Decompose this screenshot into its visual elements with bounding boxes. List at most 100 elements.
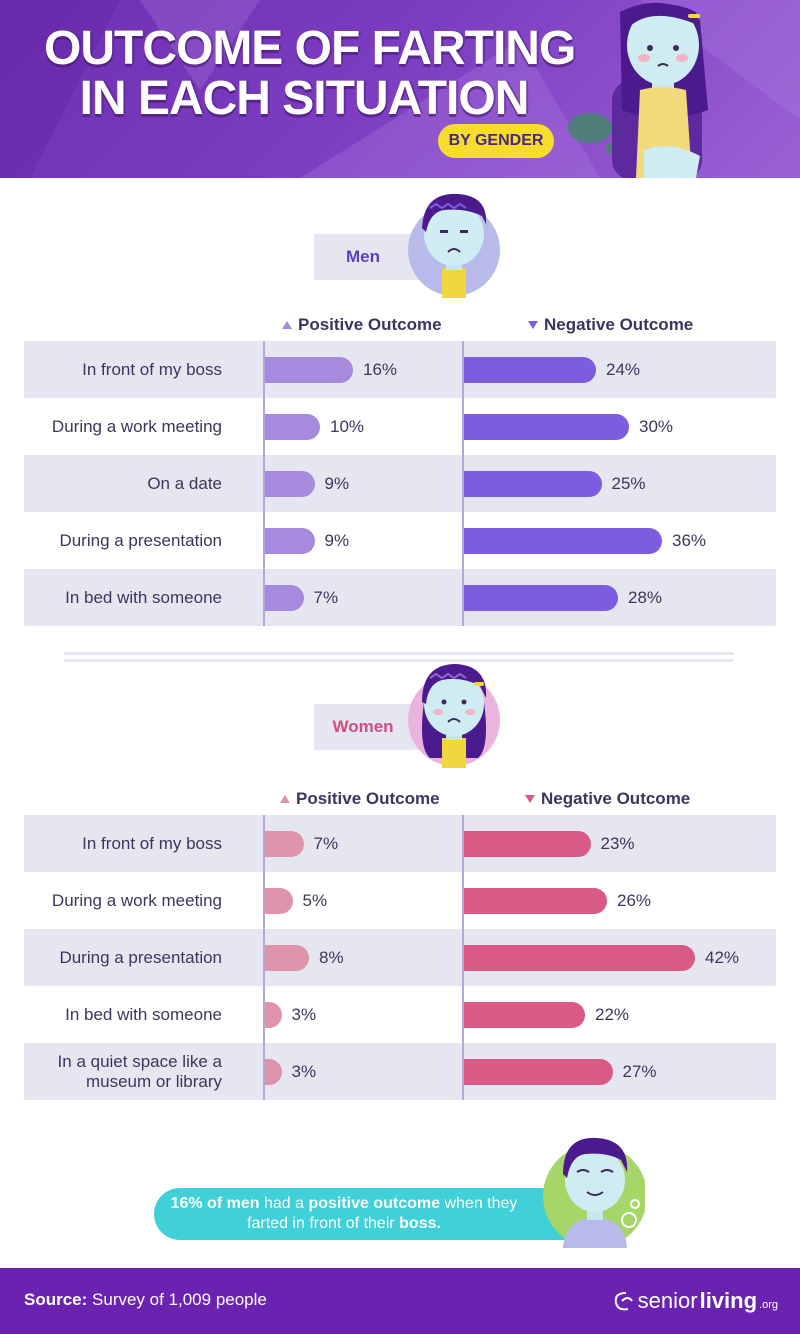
table-row: During a work meeting 5% 26%	[24, 872, 776, 929]
brand-senior: senior	[637, 1288, 698, 1313]
row-label: During a work meeting	[51, 416, 222, 436]
triangle-up-icon	[282, 321, 292, 329]
row-label: In bed with someone	[65, 587, 222, 607]
negative-bar	[464, 945, 695, 971]
positive-bar	[265, 528, 315, 554]
positive-bar	[265, 831, 304, 857]
table-row: In a quiet space like a museum or librar…	[24, 1043, 776, 1100]
positive-bar	[265, 585, 304, 611]
negative-value-label: 25%	[611, 474, 646, 493]
triangle-up-icon	[280, 795, 290, 803]
row-label: In a quiet space like a museum or librar…	[57, 1051, 222, 1091]
logo-mark-icon	[614, 1292, 633, 1311]
positive-value-label: 7%	[313, 834, 339, 853]
positive-value-label: 9%	[324, 474, 350, 493]
page-title: OUTCOME OF FARTING IN EACH SITUATION	[44, 22, 576, 125]
positive-bar	[265, 414, 320, 440]
women-legend-negative: Negative Outcome	[525, 789, 690, 809]
title-line-1: OUTCOME OF FARTING	[44, 22, 576, 75]
insight-callout: 16% of men had a positive outcome when t…	[154, 1188, 594, 1240]
callout-end: .	[436, 1215, 441, 1232]
women-section-label: Women	[314, 704, 424, 750]
section-divider	[64, 652, 734, 662]
men-legend-positive: Positive Outcome	[282, 315, 442, 335]
footer: Source: Survey of 1,009 people senior liv…	[0, 1268, 800, 1334]
callout-text: 16% of men had a positive outcome when t…	[154, 1194, 534, 1234]
callout-t1: had a	[259, 1195, 309, 1212]
negative-bar	[464, 471, 602, 497]
positive-value-label: 16%	[363, 360, 398, 379]
negative-bar	[464, 414, 629, 440]
callout-boss: boss	[399, 1215, 437, 1232]
brand-org: .org	[759, 1299, 778, 1311]
callout-emph: positive outcome	[308, 1195, 441, 1212]
positive-bar	[265, 1059, 282, 1085]
positive-value-label: 8%	[319, 948, 344, 967]
women-label-text: Women	[332, 717, 394, 736]
negative-value-label: 28%	[628, 588, 663, 607]
table-row: During a presentation 8% 42%	[24, 929, 776, 986]
negative-bar	[464, 1059, 613, 1085]
row-label: In front of my boss	[82, 833, 222, 853]
source-note: Source: Survey of 1,009 people	[24, 1290, 267, 1310]
positive-value-label: 3%	[291, 1005, 317, 1024]
triangle-down-icon	[528, 321, 538, 329]
negative-bar	[464, 1002, 585, 1028]
header-banner: OUTCOME OF FARTING IN EACH SITUATION BY …	[0, 0, 800, 178]
row-label: In bed with someone	[65, 1004, 222, 1024]
table-row: In front of my boss 7% 23%	[24, 815, 776, 872]
negative-value-label: 27%	[622, 1062, 657, 1081]
negative-value-label: 30%	[639, 417, 674, 436]
table-row: In front of my boss 16% 24%	[24, 341, 776, 398]
title-line-2: IN EACH SITUATION	[79, 72, 530, 125]
table-row: On a date 9% 25%	[24, 455, 776, 512]
source-text: Survey of 1,009 people	[87, 1290, 267, 1309]
negative-value-label: 36%	[672, 531, 707, 550]
women-table: In front of my boss 7% 23% During a work me…	[24, 815, 776, 1100]
legend-negative-label: Negative Outcome	[541, 789, 691, 808]
men-legend-negative: Negative Outcome	[528, 315, 693, 335]
source-label: Source:	[24, 1290, 88, 1309]
table-row: In bed with someone 3% 22%	[24, 986, 776, 1043]
positive-bar	[265, 945, 309, 971]
men-table: In front of my boss 16% 24% During a work m…	[24, 341, 776, 626]
negative-bar	[464, 528, 662, 554]
negative-bar	[464, 831, 591, 857]
legend-negative-label: Negative Outcome	[544, 315, 694, 334]
negative-value-label: 26%	[617, 891, 652, 910]
callout-pct: 16% of men	[170, 1195, 260, 1212]
negative-value-label: 24%	[606, 360, 641, 379]
positive-value-label: 5%	[302, 891, 328, 910]
negative-bar	[464, 585, 618, 611]
positive-bar	[265, 357, 353, 383]
table-row: During a presentation 9% 36%	[24, 512, 776, 569]
positive-value-label: 10%	[330, 417, 365, 436]
positive-axis-line	[263, 815, 265, 1100]
negative-value-label: 23%	[600, 834, 635, 853]
row-label: During a work meeting	[51, 890, 222, 910]
man-avatar	[408, 193, 500, 298]
positive-bar	[265, 471, 315, 497]
triangle-down-icon	[525, 795, 535, 803]
negative-axis-line	[462, 815, 464, 1100]
negative-value-label: 22%	[595, 1005, 630, 1024]
row-label: During a presentation	[59, 947, 222, 967]
brand-living: living	[699, 1288, 758, 1313]
legend-positive-label: Positive Outcome	[296, 789, 440, 808]
legend-positive-label: Positive Outcome	[298, 315, 442, 334]
negative-value-label: 42%	[705, 948, 740, 967]
positive-value-label: 9%	[324, 531, 350, 550]
negative-axis-line	[462, 341, 464, 626]
row-label: In front of my boss	[82, 359, 222, 379]
men-label-text: Men	[346, 247, 380, 266]
table-row: During a work meeting 10% 30%	[24, 398, 776, 455]
positive-value-label: 7%	[313, 588, 339, 607]
woman-avatar	[408, 664, 500, 768]
senior-living-logo[interactable]: senior living .org	[612, 1288, 778, 1314]
row-label: During a presentation	[59, 530, 222, 550]
row-label: On a date	[147, 473, 222, 493]
negative-bar	[464, 357, 596, 383]
positive-axis-line	[263, 341, 265, 626]
girl-illustration	[568, 2, 708, 178]
smiling-man-illustration	[543, 1137, 645, 1248]
